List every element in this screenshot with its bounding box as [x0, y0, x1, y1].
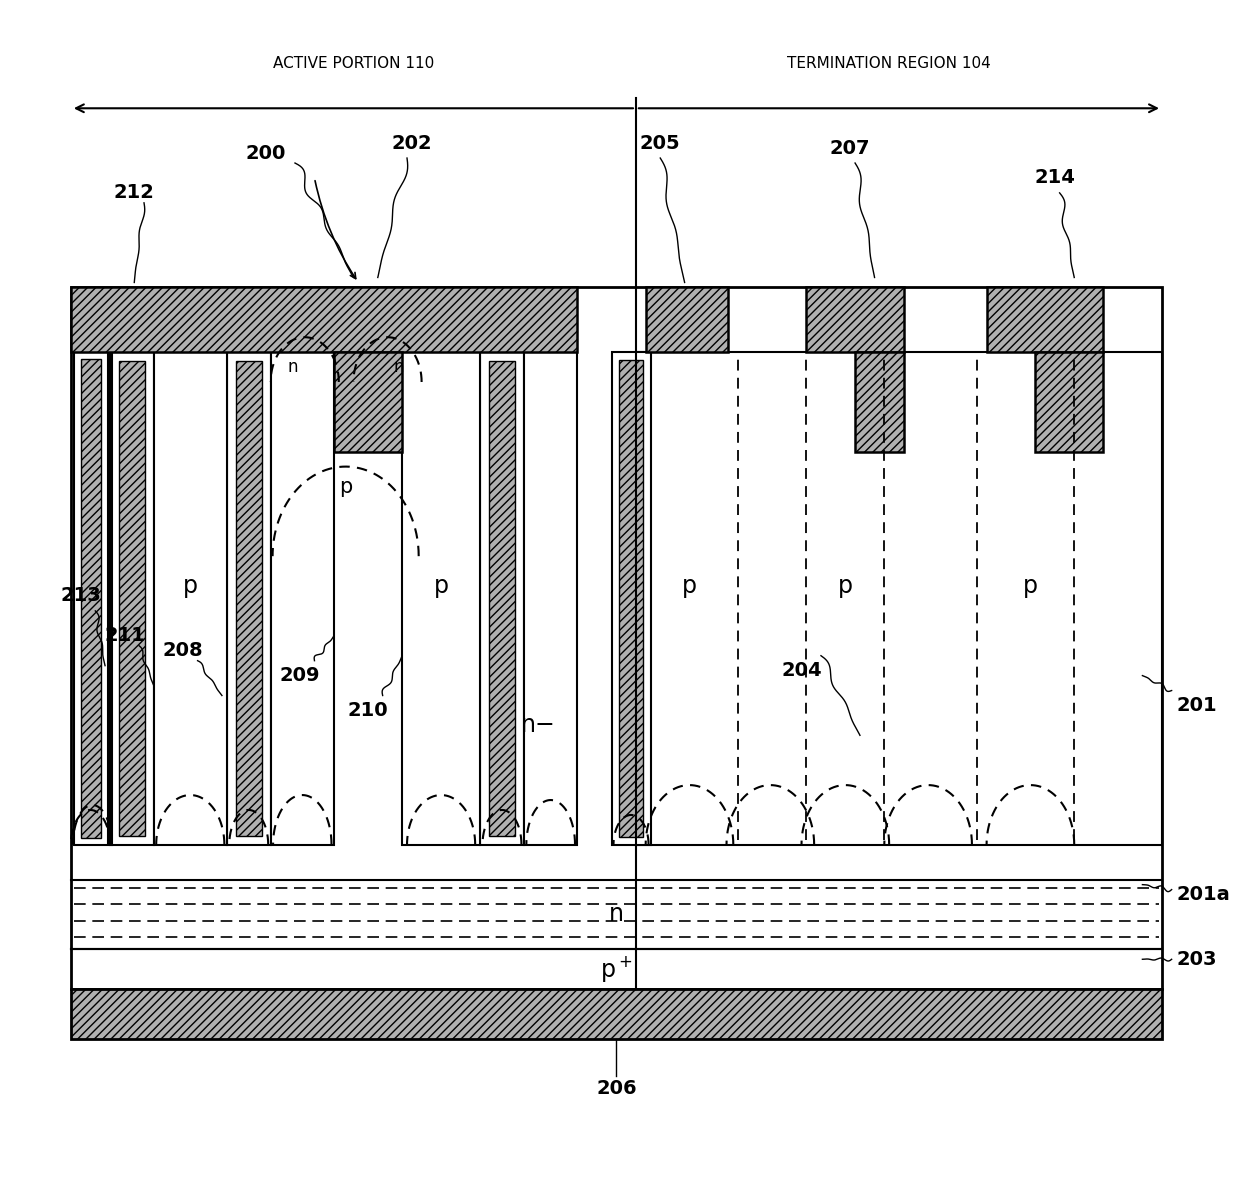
Bar — [480, 352, 523, 844]
Text: 211: 211 — [104, 626, 145, 645]
Bar — [270, 352, 334, 844]
Text: 206: 206 — [596, 1079, 637, 1098]
Bar — [856, 352, 904, 452]
Bar — [119, 361, 145, 836]
Bar — [806, 287, 904, 352]
Text: 210: 210 — [347, 701, 388, 720]
Bar — [636, 352, 1162, 844]
Bar — [154, 352, 227, 844]
Text: 208: 208 — [162, 642, 203, 661]
Text: 205: 205 — [640, 134, 681, 153]
Bar — [71, 287, 578, 352]
Text: p: p — [1023, 574, 1038, 598]
Text: n: n — [288, 358, 299, 376]
Text: p: p — [682, 574, 697, 598]
Bar — [402, 352, 480, 844]
Text: p$^+$: p$^+$ — [600, 955, 632, 984]
Text: 204: 204 — [781, 661, 822, 680]
Text: 213: 213 — [61, 587, 102, 606]
Bar — [110, 352, 154, 844]
Bar — [987, 287, 1104, 352]
Text: TERMINATION REGION 104: TERMINATION REGION 104 — [787, 56, 991, 71]
Bar — [71, 287, 1162, 989]
Bar — [81, 359, 102, 837]
Text: n: n — [609, 903, 624, 926]
Text: 200: 200 — [246, 144, 286, 162]
Text: 202: 202 — [392, 134, 433, 153]
Bar — [74, 352, 108, 844]
Text: p: p — [434, 574, 449, 598]
Text: 212: 212 — [114, 184, 155, 203]
Text: p: p — [182, 574, 198, 598]
Text: 214: 214 — [1034, 168, 1075, 187]
Text: p: p — [838, 574, 853, 598]
Text: 207: 207 — [830, 139, 870, 158]
Bar — [236, 361, 262, 836]
Bar — [523, 352, 578, 844]
Bar — [619, 361, 642, 837]
Text: 203: 203 — [1177, 950, 1216, 969]
Text: 201: 201 — [1177, 696, 1218, 715]
Text: p: p — [339, 477, 352, 497]
Bar — [227, 352, 270, 844]
Text: 201a: 201a — [1177, 885, 1230, 904]
Bar — [71, 989, 1162, 1039]
Text: n: n — [394, 358, 404, 376]
Text: ACTIVE PORTION 110: ACTIVE PORTION 110 — [273, 56, 434, 71]
Bar — [334, 352, 402, 452]
Bar — [489, 361, 515, 836]
Bar — [611, 352, 651, 844]
Bar — [1035, 352, 1104, 452]
Bar — [646, 287, 728, 352]
Bar — [110, 352, 112, 844]
Text: n−: n− — [521, 713, 556, 738]
Text: 209: 209 — [279, 667, 320, 686]
